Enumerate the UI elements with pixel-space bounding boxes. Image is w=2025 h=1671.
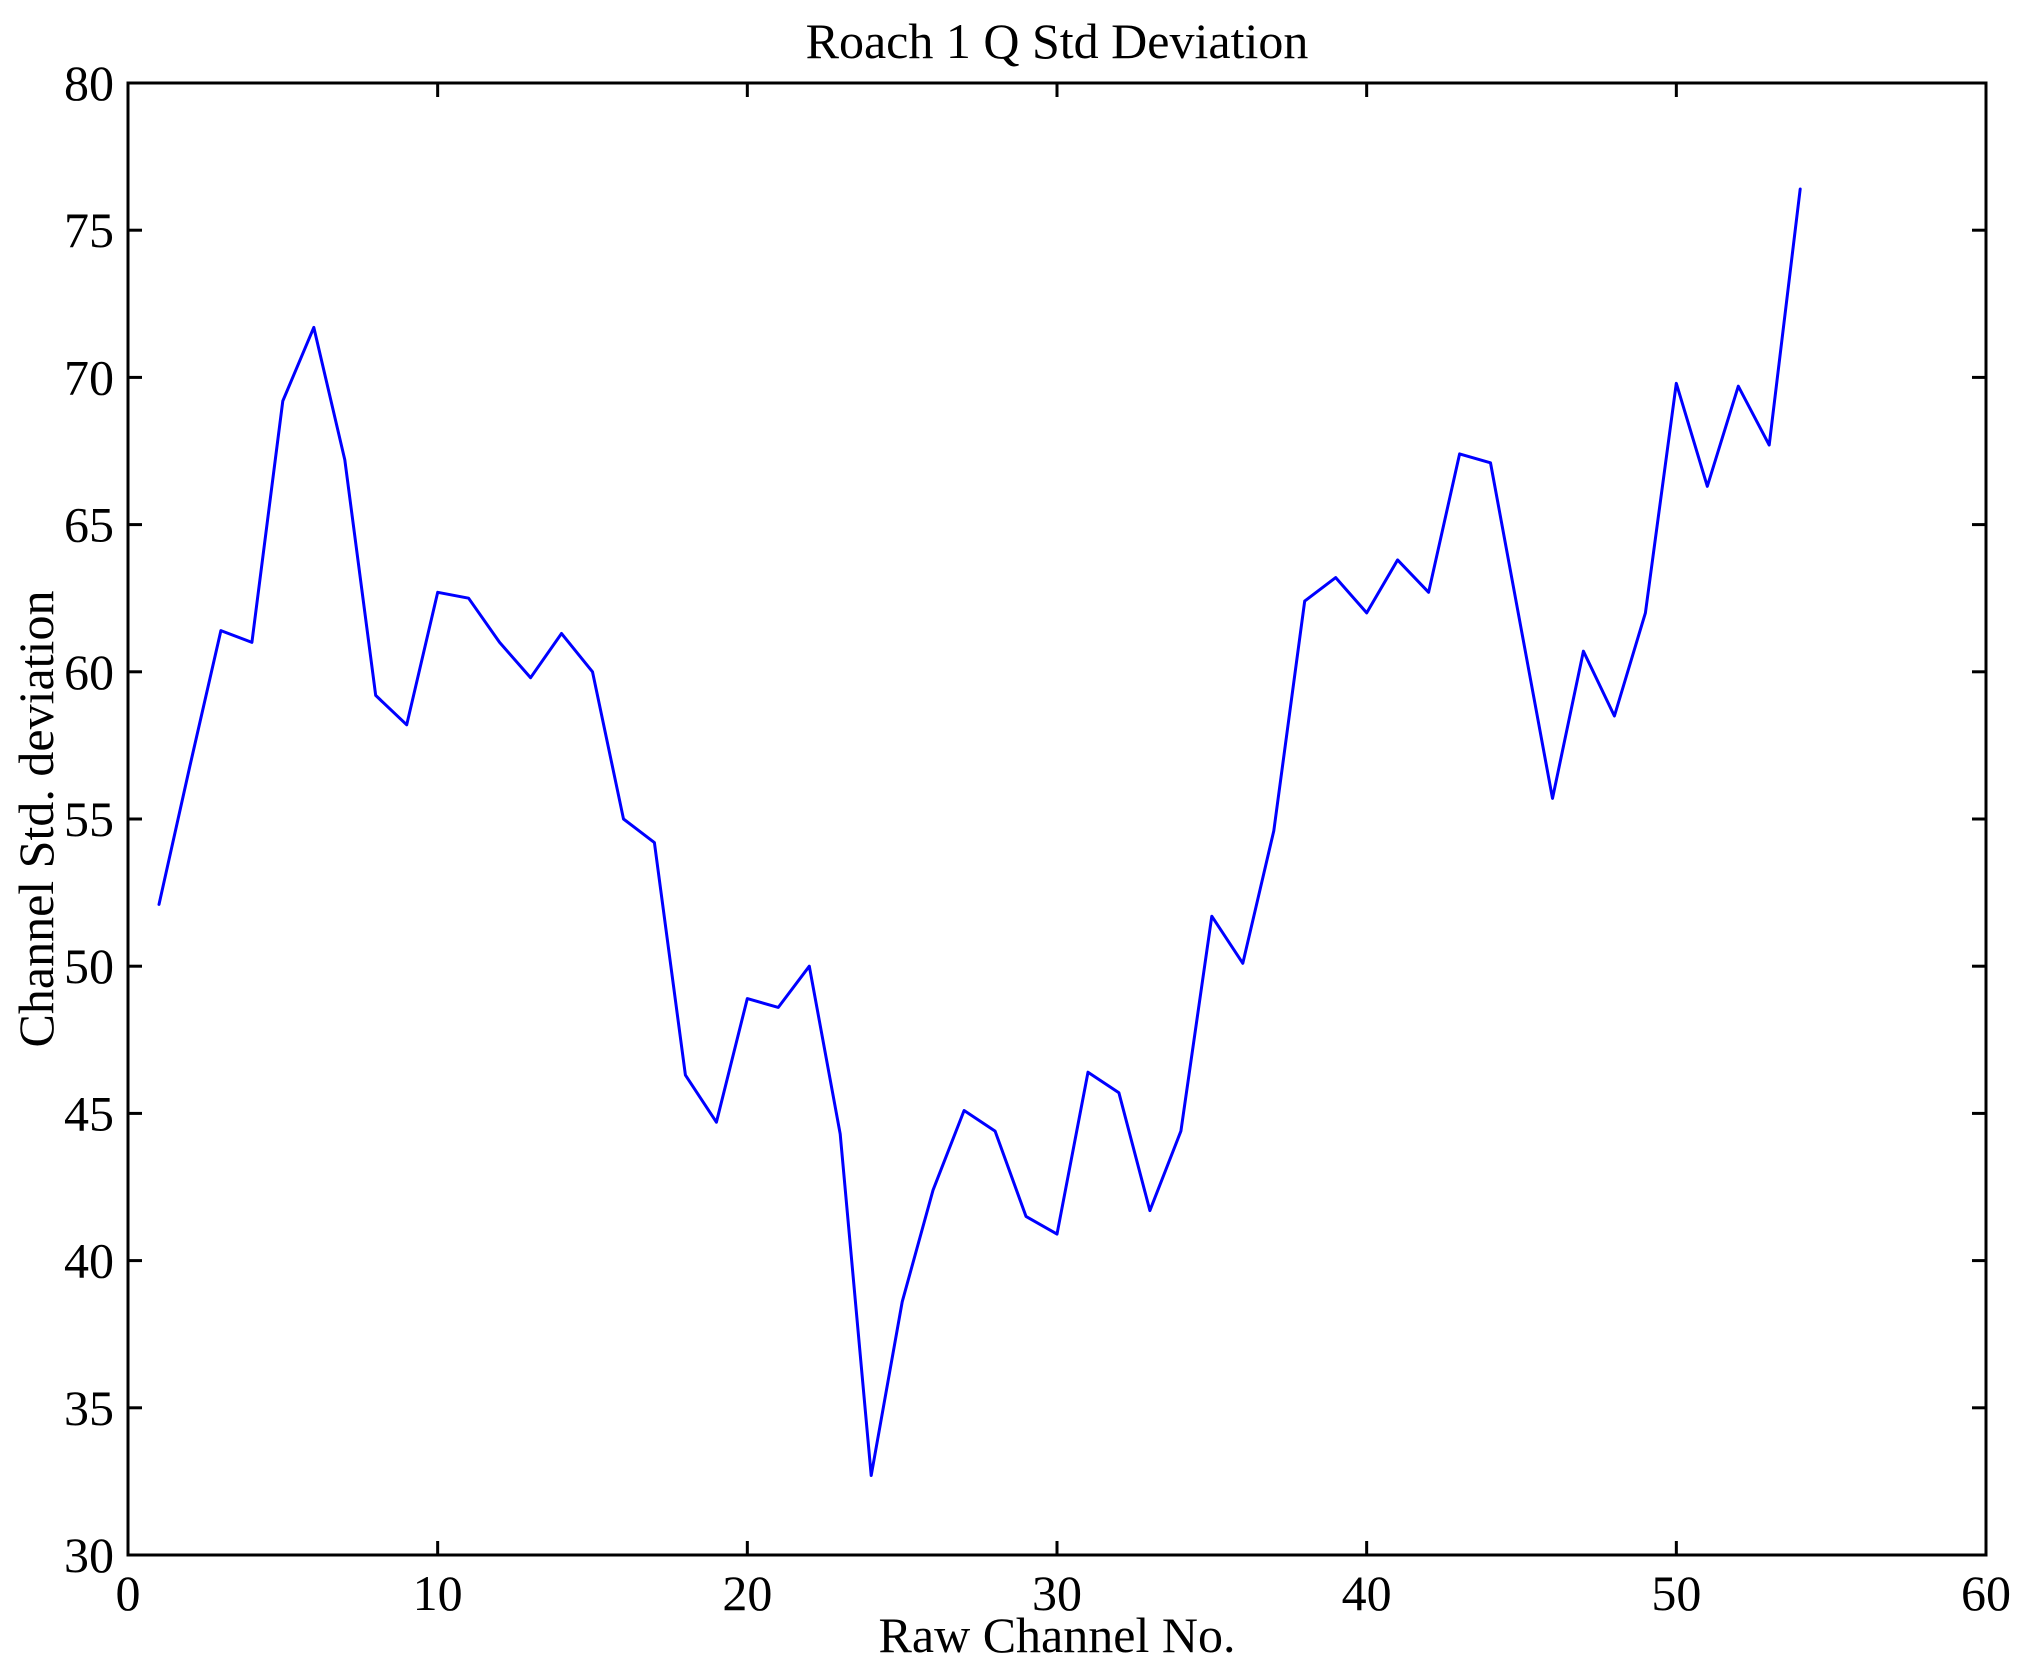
- x-tick-label: 60: [1961, 1565, 2011, 1621]
- x-tick-label: 10: [413, 1565, 463, 1621]
- y-tick-label: 35: [64, 1380, 114, 1436]
- y-tick-label: 75: [64, 202, 114, 258]
- y-tick-label: 40: [64, 1233, 114, 1289]
- y-tick-label: 50: [64, 938, 114, 994]
- x-tick-label: 40: [1342, 1565, 1392, 1621]
- y-tick-label: 55: [64, 791, 114, 847]
- y-tick-label: 70: [64, 349, 114, 405]
- x-tick-label: 0: [116, 1565, 141, 1621]
- y-tick-label: 80: [64, 55, 114, 111]
- x-tick-label: 50: [1651, 1565, 1701, 1621]
- y-tick-label: 65: [64, 497, 114, 553]
- data-line: [157, 187, 1802, 1477]
- chart-title: Roach 1 Q Std Deviation: [805, 13, 1309, 69]
- y-tick-label: 45: [64, 1085, 114, 1141]
- x-tick-label: 20: [722, 1565, 772, 1621]
- x-tick-label: 30: [1032, 1565, 1082, 1621]
- y-tick-label: 30: [64, 1527, 114, 1583]
- x-axis-label: Raw Channel No.: [878, 1607, 1236, 1663]
- y-tick-label: 60: [64, 644, 114, 700]
- axis-box: [126, 81, 1988, 1557]
